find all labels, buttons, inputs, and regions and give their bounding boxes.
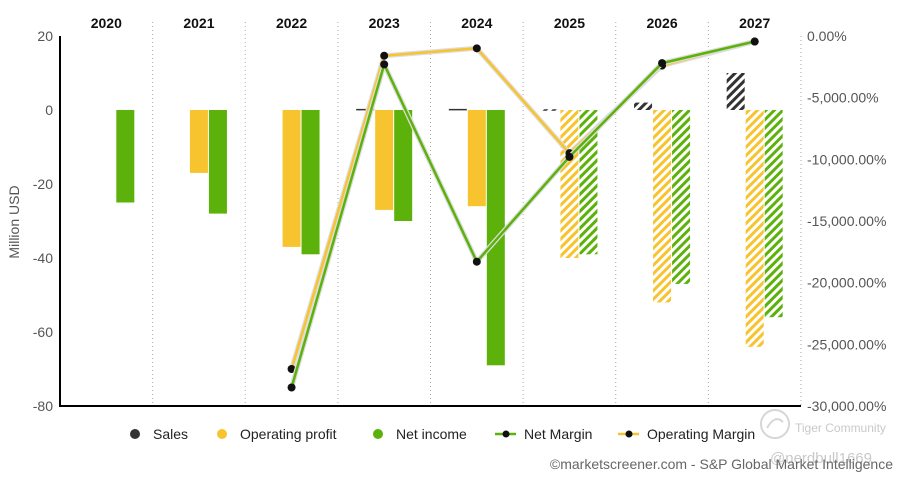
year-label-2026: 2026 [646,15,677,31]
year-labels: 2020 2021 2022 2023 2024 2025 2026 2027 [91,15,771,31]
net-margin-point [750,37,759,46]
year-gridlines [152,22,802,406]
left-tick-labels: 20 0 -20 -40 -60 -80 [33,28,53,414]
bar-series [116,73,783,366]
watermark-user: @nerdbull1669 [770,450,872,467]
right-tick-label: -15,000.00% [807,213,886,229]
right-tick-label: -20,000.00% [807,275,886,291]
net-margin-point [658,59,667,68]
year-label-2027: 2027 [739,15,770,31]
watermark: Tiger Community @nerdbull1669 [760,409,886,467]
right-tick-label: -10,000.00% [807,151,886,167]
year-label-2021: 2021 [183,15,214,31]
left-tick-label: -20 [33,176,53,192]
legend-label-net-income: Net income [396,426,467,442]
net-margin-point [287,383,296,392]
net-income-bar-2025 [579,110,598,255]
left-tick-label: -60 [33,324,53,340]
legend-item-net-income: Net income [373,426,467,442]
net-income-bar-2027 [764,110,783,318]
sales-bar-2026 [634,102,653,110]
credit-text: ©marketscreener.com - S&P Global Market … [550,456,893,472]
operating-margin-point [287,365,296,373]
operating-profit-bar-2026 [653,110,672,303]
right-tick-labels: 0.00% -5,000.00% -10,000.00% -15,000.00% -20… [807,28,886,414]
operating-profit-bar-2027 [745,110,764,347]
operating-margin-point [472,44,481,53]
sales-bar-2027 [726,73,745,110]
right-tick-label: -30,000.00% [807,398,886,414]
left-tick-label: 0 [45,102,53,118]
legend-label-operating-profit: Operating profit [240,426,337,442]
right-tick-label: 0.00% [807,28,847,44]
right-tick-label: -5,000.00% [807,90,879,106]
right-tick-label: -25,000.00% [807,336,886,352]
sales-bar-2024 [448,108,467,111]
left-tick-label: -40 [33,250,53,266]
tiger-logo [760,409,790,439]
net-margin-point [380,60,389,69]
operating-profit-bar-2025 [560,110,579,258]
net-margin-line [290,40,755,388]
legend-marker-net-margin [502,430,510,438]
year-label-2025: 2025 [554,15,585,31]
legend-item-operating-margin: Operating Margin [618,426,755,442]
net-income-bar-2026 [672,110,691,284]
operating-profit-bar-2022 [282,110,301,247]
legend-marker-net-income [373,429,383,439]
margin-lines [287,37,759,392]
year-label-2024: 2024 [461,15,492,31]
legend-marker-sales [130,429,140,439]
net-income-bar-2023 [394,110,413,221]
net-margin-point [565,152,574,161]
year-label-2023: 2023 [369,15,400,31]
net-income-bar-2021 [208,110,227,214]
axes [59,36,801,407]
net-margin-point [472,257,481,266]
year-label-2020: 2020 [91,15,122,31]
legend-label-sales: Sales [153,426,188,442]
sales-bar-2025 [541,109,560,111]
sales-bar-2023 [356,108,375,111]
net-income-bar-2022 [301,110,320,255]
net-income-bar-2020 [116,110,135,203]
left-tick-label: -80 [33,398,53,414]
operating-profit-bar-2023 [375,110,394,210]
legend-marker-operating-margin [625,430,633,438]
watermark-brand: Tiger Community [795,421,886,435]
y-axis-title: Million USD [6,185,22,258]
legend-marker-operating-profit [217,429,227,439]
operating-profit-bar-2021 [189,110,208,173]
operating-profit-bar-2024 [467,110,486,207]
legend-item-operating-profit: Operating profit [217,426,337,442]
legend-item-net-margin: Net Margin [495,426,592,442]
left-tick-label: 20 [37,28,53,44]
legend-label-net-margin: Net Margin [524,426,592,442]
year-label-2022: 2022 [276,15,307,31]
legend: Sales Operating profit Net income Net Margi… [130,426,755,442]
legend-label-operating-margin: Operating Margin [647,426,755,442]
legend-item-sales: Sales [130,426,188,442]
operating-margin-point [380,51,389,60]
